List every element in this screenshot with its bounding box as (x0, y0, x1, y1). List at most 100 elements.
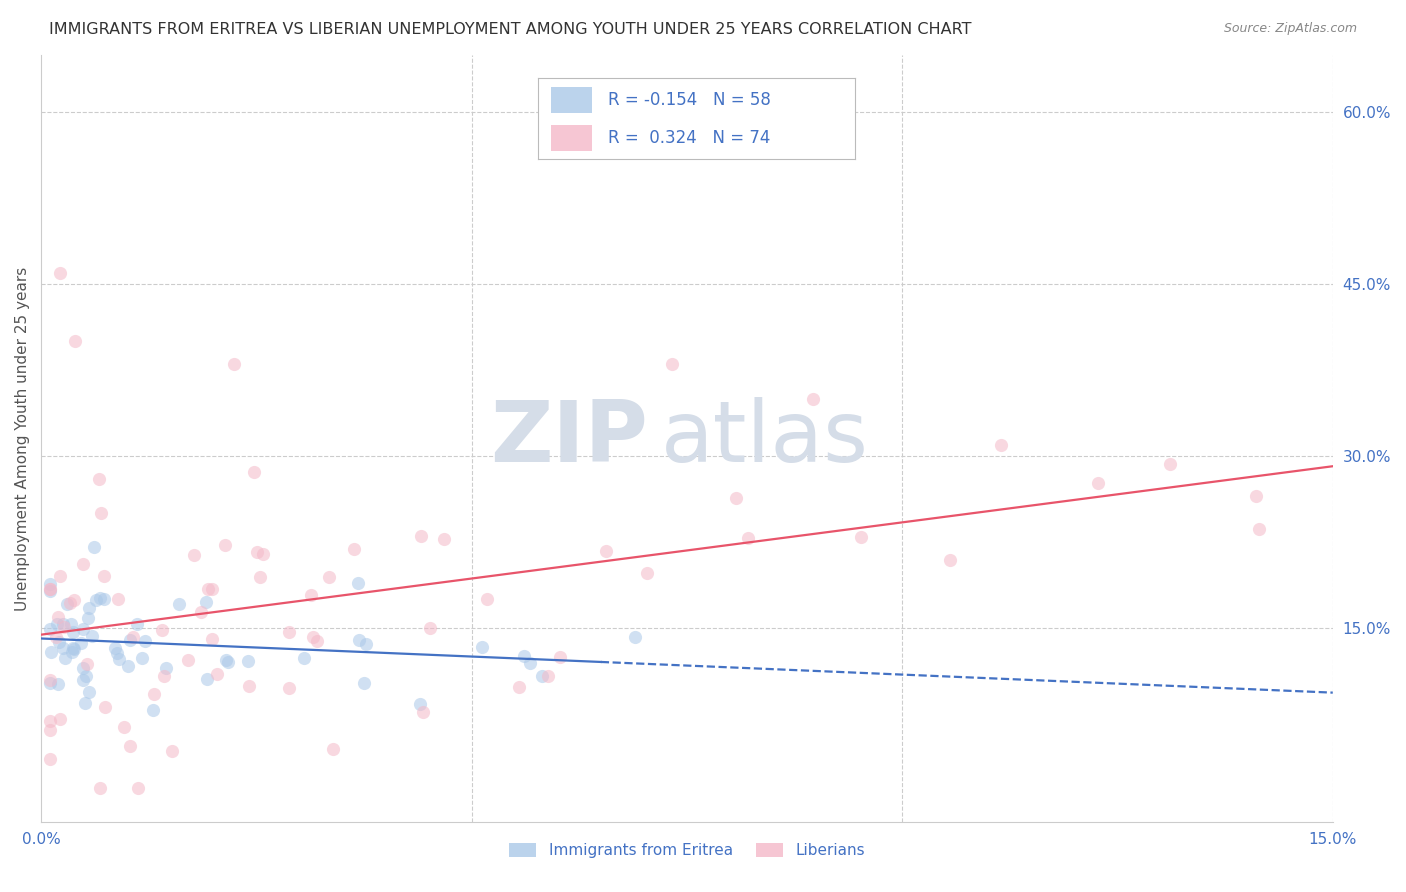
Point (83, 541, 105, 555)
Point (531, 669, 554, 683)
Point (277, 624, 299, 639)
Point (122, 630, 145, 644)
Point (48, 712, 70, 726)
Point (89, 591, 111, 605)
Point (302, 630, 325, 644)
Text: ZIP: ZIP (491, 397, 648, 480)
Point (38, 714, 60, 729)
Point (60, 617, 83, 632)
Point (195, 595, 218, 609)
Point (236, 654, 259, 668)
Point (354, 636, 377, 650)
Point (93, 568, 115, 582)
Point (238, 679, 260, 693)
Point (519, 656, 541, 670)
Legend: Immigrants from Eritrea, Liberians: Immigrants from Eritrea, Liberians (503, 837, 872, 864)
Point (322, 742, 344, 756)
Point (89, 780, 111, 795)
Point (724, 491, 747, 505)
Y-axis label: Unemployment Among Youth under 25 years: Unemployment Among Youth under 25 years (15, 267, 30, 611)
Point (849, 530, 872, 544)
Point (190, 605, 212, 619)
Point (636, 566, 658, 581)
Point (409, 529, 432, 543)
Point (46, 676, 69, 690)
Point (347, 575, 370, 590)
Point (84, 593, 107, 607)
Point (214, 653, 236, 667)
Point (38, 622, 60, 636)
Point (299, 588, 322, 602)
Text: atlas: atlas (661, 397, 869, 480)
Point (343, 542, 366, 557)
Point (38, 723, 60, 738)
Point (661, 357, 683, 371)
Point (117, 658, 139, 673)
Point (1087, 475, 1109, 490)
Point (73, 696, 96, 710)
Point (349, 632, 371, 647)
Point (38, 582, 60, 596)
Point (82, 629, 104, 643)
Point (513, 648, 536, 663)
Point (72, 673, 94, 687)
Point (737, 531, 759, 545)
Point (197, 582, 219, 596)
Point (38, 582, 60, 597)
Point (318, 570, 340, 584)
Point (125, 617, 148, 632)
Point (252, 547, 274, 561)
Point (195, 672, 218, 686)
Point (508, 680, 530, 694)
Point (48, 635, 70, 649)
Point (72, 557, 94, 571)
Point (217, 655, 239, 669)
Point (990, 438, 1012, 452)
Point (38, 675, 60, 690)
Point (143, 687, 166, 701)
Point (162, 743, 184, 757)
Point (120, 739, 142, 754)
Point (938, 553, 960, 567)
Point (93, 699, 115, 714)
Point (167, 597, 190, 611)
Point (52, 617, 75, 632)
Point (76, 610, 98, 624)
Text: IMMIGRANTS FROM ERITREA VS LIBERIAN UNEMPLOYMENT AMONG YOUTH UNDER 25 YEARS CORR: IMMIGRANTS FROM ERITREA VS LIBERIAN UNEM… (49, 22, 972, 37)
Point (127, 780, 149, 795)
Point (536, 669, 558, 683)
Point (1159, 457, 1181, 471)
Point (45, 630, 67, 644)
Point (56, 597, 79, 611)
Point (222, 357, 245, 371)
Point (46, 610, 69, 624)
Point (53, 650, 76, 665)
Point (292, 650, 315, 665)
Point (38, 583, 60, 598)
Point (62, 645, 84, 659)
Point (1244, 489, 1267, 503)
Point (65, 334, 87, 349)
Point (39, 645, 62, 659)
Point (471, 640, 494, 654)
Point (207, 667, 229, 681)
Point (595, 544, 617, 558)
Point (63, 592, 86, 607)
Point (243, 465, 266, 479)
Point (63, 642, 86, 657)
Point (87, 472, 110, 486)
Point (38, 752, 60, 766)
Point (62, 641, 84, 656)
Point (90, 506, 112, 520)
Point (70, 636, 93, 650)
Point (409, 697, 432, 711)
Point (49, 569, 72, 583)
Point (131, 650, 153, 665)
Point (59, 595, 82, 609)
Point (1249, 522, 1271, 536)
Point (183, 548, 205, 562)
Point (475, 592, 498, 607)
Point (200, 582, 222, 596)
Point (107, 592, 129, 607)
Text: Source: ZipAtlas.com: Source: ZipAtlas.com (1223, 22, 1357, 36)
